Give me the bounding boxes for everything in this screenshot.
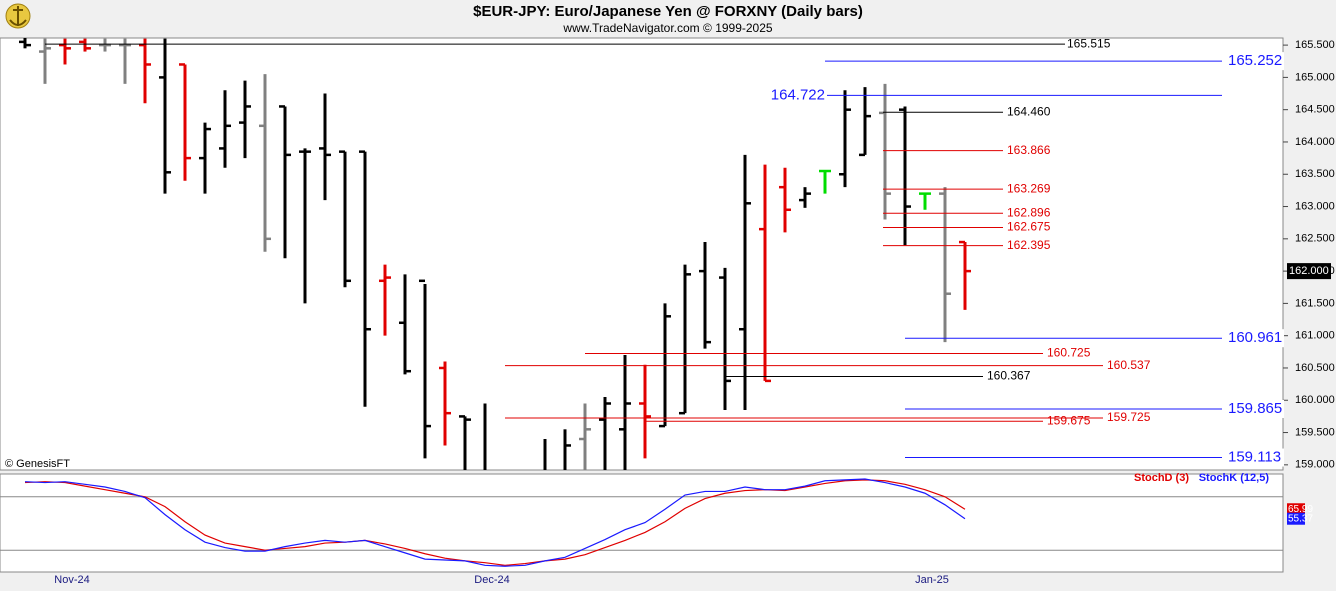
stoch-line	[24, 478, 966, 567]
level-label: 160.961	[1228, 329, 1282, 346]
chart-title: $EUR-JPY: Euro/Japanese Yen @ FORXNY (Da…	[473, 3, 863, 20]
logo	[5, 3, 31, 29]
stoch-line	[24, 479, 966, 566]
y-tick-label: 160.500	[1295, 362, 1335, 374]
last-value-box	[1287, 512, 1305, 525]
level-label: 163.269	[1007, 181, 1051, 195]
y-tick-label: 165.000	[1295, 71, 1335, 83]
level-label: 159.113	[1228, 449, 1281, 466]
bars	[19, 38, 971, 470]
x-tick-label: Nov-24	[54, 574, 89, 586]
y-tick-label: 160.000	[1295, 394, 1335, 406]
y-tick-label: 165.500	[1295, 39, 1335, 51]
last-value-box	[1287, 503, 1305, 516]
level-label: 164.722	[771, 86, 825, 103]
x-tick-label: Jan-25	[915, 574, 949, 586]
level-label: 160.537	[1107, 358, 1151, 372]
level-label: 165.515	[1067, 36, 1111, 50]
level-label-bg	[1226, 448, 1284, 467]
y-tick-label: 163.000	[1295, 200, 1335, 212]
level-label-bg	[769, 86, 827, 105]
level-label: 165.252	[1228, 52, 1282, 69]
level-label: 160.725	[1047, 346, 1091, 360]
last-price-label: 162.000	[1289, 265, 1329, 277]
level-label: 159.675	[1047, 413, 1091, 427]
stoch-panel	[0, 473, 1284, 573]
x-tick-label: Dec-24	[474, 574, 509, 586]
y-tick-label: 163.500	[1295, 168, 1335, 180]
chart-subtitle: www.TradeNavigator.com © 1999-2025	[562, 21, 772, 35]
level-label: 162.896	[1007, 205, 1051, 219]
legend-label: StochK (12,5)	[1199, 472, 1270, 484]
level-label-bg	[1226, 399, 1284, 418]
legend-label: StochD (3)	[1134, 472, 1189, 484]
level-label-bg	[1226, 329, 1284, 348]
y-tick-label: 159.000	[1295, 459, 1335, 471]
y-tick-label: 159.500	[1295, 426, 1335, 438]
level-label: 164.460	[1007, 104, 1051, 118]
copyright-note: © GenesisFT	[5, 458, 70, 470]
last-value-label: 65.99	[1288, 504, 1313, 515]
level-label: 163.866	[1007, 143, 1051, 157]
level-label: 160.367	[987, 369, 1031, 383]
y-tick-label: 161.000	[1295, 330, 1335, 342]
last-value-label: 55.37	[1288, 513, 1313, 524]
y-tick-label: 164.500	[1295, 104, 1335, 116]
level-label: 162.395	[1007, 238, 1051, 252]
y-tick-label: 164.000	[1295, 136, 1335, 148]
y-tick-label: 162.500	[1295, 233, 1335, 245]
y-tick-label: 161.500	[1295, 297, 1335, 309]
level-label: 159.725	[1107, 410, 1151, 424]
last-price-box	[1287, 263, 1331, 280]
level-label: 162.675	[1007, 220, 1051, 234]
price-panel	[0, 37, 1284, 471]
level-label-bg	[1226, 52, 1284, 71]
level-label: 159.865	[1228, 400, 1282, 417]
